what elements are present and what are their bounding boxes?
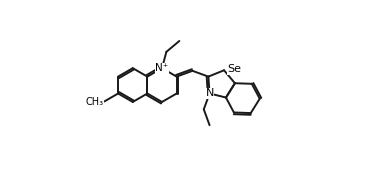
Text: N: N xyxy=(205,89,214,98)
Text: Se: Se xyxy=(228,64,241,74)
Text: CH₃: CH₃ xyxy=(85,97,103,107)
Text: N⁺: N⁺ xyxy=(155,63,169,73)
